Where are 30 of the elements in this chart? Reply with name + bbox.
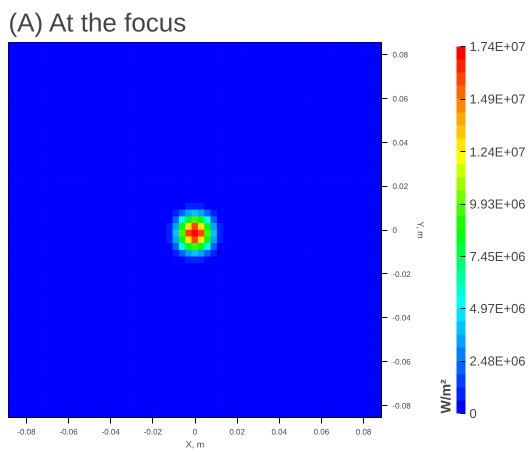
x-tick-label: -0.04 — [102, 428, 120, 436]
y-tick-label: 0.08 — [392, 50, 409, 60]
y-tick-label: -0.08 — [392, 401, 412, 410]
x-tick-label: -0.06 — [59, 428, 78, 436]
y-tick-label: 0.02 — [392, 182, 409, 192]
x-axis-title: X, m — [186, 440, 204, 450]
color-bar-label: 2.48E+06 — [470, 354, 526, 369]
color-bar-label: 1.24E+07 — [470, 144, 526, 160]
x-tick-label: 0.08 — [356, 428, 372, 436]
y-tick-label: 0.04 — [392, 138, 409, 148]
x-tick-label: 0 — [192, 428, 198, 436]
x-tick-label: 0.02 — [229, 428, 246, 436]
color-bar-label: 7.45E+06 — [470, 248, 526, 264]
y-tick-label: 0.06 — [392, 94, 409, 104]
y-tick-label: -0.04 — [392, 314, 412, 323]
x-tick-label: -0.08 — [17, 428, 36, 436]
y-tick-label: 0 — [392, 226, 398, 235]
color-bar-label: 0 — [470, 406, 477, 421]
y-axis-title: Y, m — [416, 221, 426, 239]
chart-title: (A) At the focus — [8, 8, 186, 38]
x-tick-label: -0.02 — [144, 428, 163, 436]
x-tick-label: 0.04 — [272, 428, 288, 436]
color-bar-title: W/m² — [438, 378, 454, 414]
y-tick-label: -0.06 — [392, 358, 412, 367]
y-tick-label: -0.02 — [392, 270, 412, 279]
color-bar-label: 1.49E+07 — [470, 92, 526, 107]
x-tick-label: 0.06 — [314, 428, 330, 436]
color-bar-label: 9.93E+06 — [470, 196, 526, 212]
color-bar-label: 4.97E+06 — [470, 301, 526, 316]
color-bar-label: 1.74E+07 — [470, 39, 526, 54]
